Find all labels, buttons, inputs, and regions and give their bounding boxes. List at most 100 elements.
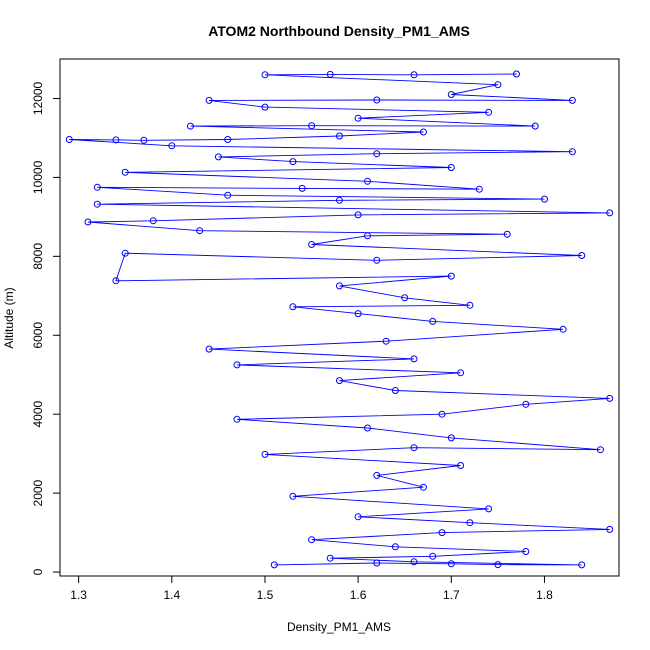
data-point — [373, 559, 381, 567]
data-point — [298, 184, 306, 192]
x-tick-label: 1.7 — [443, 588, 460, 602]
data-point — [606, 394, 614, 402]
data-point — [354, 211, 362, 219]
x-tick-label: 1.8 — [536, 588, 553, 602]
data-point — [568, 148, 576, 156]
data-point — [494, 81, 502, 89]
data-point — [84, 218, 92, 226]
data-point — [457, 369, 465, 377]
data-point — [121, 249, 129, 257]
data-point — [447, 560, 455, 568]
data-point — [308, 122, 316, 130]
data-point — [354, 513, 362, 521]
data-point — [65, 136, 73, 143]
data-point — [168, 142, 176, 150]
x-axis-label: Density_PM1_AMS — [287, 620, 391, 634]
data-point — [205, 345, 213, 353]
data-series — [65, 70, 614, 569]
data-point — [391, 543, 399, 551]
data-point — [466, 519, 474, 527]
data-point — [541, 195, 548, 203]
data-point — [373, 256, 381, 264]
x-tick-label: 1.5 — [257, 588, 274, 602]
data-point — [438, 529, 446, 537]
data-point — [373, 96, 381, 104]
x-axis: 1.3 1.4 1.5 1.6 1.7 1.8 — [70, 576, 553, 602]
data-point — [186, 122, 194, 130]
data-point — [447, 91, 455, 98]
data-point — [522, 548, 530, 555]
data-point — [429, 317, 437, 325]
data-point — [233, 361, 241, 369]
data-point — [224, 191, 232, 199]
y-tick-label: 12000 — [31, 81, 45, 115]
data-point — [261, 450, 269, 458]
data-point — [494, 561, 502, 569]
data-point — [429, 552, 437, 560]
data-point — [475, 185, 483, 193]
data-point — [93, 200, 101, 208]
data-point — [438, 410, 446, 418]
data-point — [410, 558, 418, 566]
data-point — [531, 122, 539, 130]
data-point — [410, 444, 418, 452]
data-point — [373, 150, 381, 158]
plot-frame — [59, 58, 620, 577]
chart-title: ATOM2 Northbound Density_PM1_AMS — [208, 23, 470, 39]
data-point — [410, 71, 418, 79]
data-point — [513, 70, 520, 78]
x-tick-label: 1.4 — [163, 588, 180, 602]
data-point — [233, 415, 241, 423]
y-axis-label: Altitude (m) — [2, 287, 16, 348]
data-point — [112, 136, 120, 144]
data-point — [149, 217, 157, 225]
x-tick-label: 1.3 — [70, 588, 87, 602]
data-point — [205, 96, 213, 104]
data-point — [447, 272, 455, 280]
data-point — [354, 310, 362, 318]
data-point — [391, 387, 399, 394]
data-point — [308, 241, 316, 248]
data-point — [578, 252, 586, 259]
data-point — [522, 400, 530, 408]
data-point — [485, 505, 493, 513]
series-line — [69, 73, 610, 566]
data-point — [326, 554, 334, 562]
data-point — [261, 71, 269, 79]
data-point — [336, 282, 343, 290]
data-point — [419, 483, 427, 491]
data-point — [336, 132, 343, 140]
data-point — [559, 325, 567, 333]
data-point — [336, 377, 343, 385]
data-point — [140, 136, 148, 144]
data-point — [401, 294, 409, 302]
data-point — [261, 103, 269, 111]
data-point — [93, 183, 101, 191]
data-point — [364, 177, 371, 185]
data-point — [289, 303, 297, 311]
data-point — [214, 153, 222, 161]
data-point — [447, 434, 455, 442]
data-point — [270, 561, 278, 569]
data-point — [382, 337, 390, 345]
y-tick-label: 0 — [31, 568, 45, 575]
data-point — [410, 355, 418, 363]
data-point — [112, 277, 120, 285]
data-point — [289, 492, 297, 500]
data-point — [578, 561, 586, 569]
data-point — [457, 462, 465, 469]
y-tick-label: 10000 — [31, 160, 45, 194]
data-point — [419, 128, 427, 136]
data-point — [596, 446, 604, 454]
data-point — [466, 301, 474, 309]
data-point — [447, 164, 455, 171]
data-point — [121, 168, 129, 176]
data-point — [364, 424, 371, 432]
y-tick-label: 2000 — [31, 479, 45, 506]
data-point — [224, 136, 232, 143]
data-point — [336, 196, 343, 204]
data-point — [503, 230, 511, 238]
y-tick-label: 8000 — [31, 243, 45, 270]
data-point — [196, 227, 204, 235]
data-point — [373, 471, 381, 479]
